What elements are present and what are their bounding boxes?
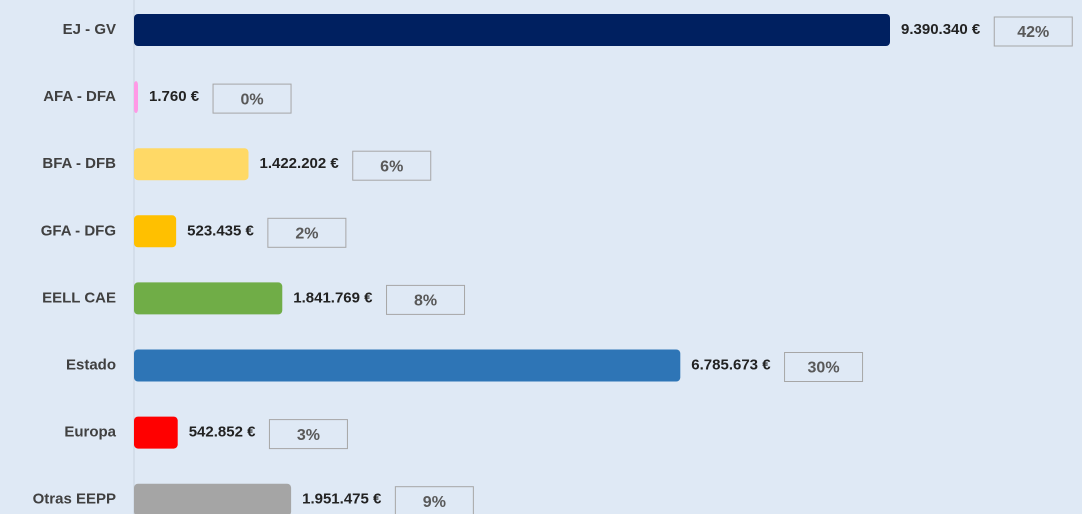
category-label: EJ - GV bbox=[63, 21, 116, 38]
share-label: 30% bbox=[808, 360, 840, 377]
bar bbox=[134, 148, 249, 181]
bar bbox=[134, 215, 177, 248]
category-label: EELL CAE bbox=[42, 289, 116, 306]
share-box bbox=[212, 83, 292, 114]
share-label: 6% bbox=[380, 158, 403, 175]
value-label: 523.435 € bbox=[187, 222, 254, 239]
share-label: 8% bbox=[414, 293, 437, 310]
bar bbox=[134, 483, 292, 514]
value-label: 1.760 € bbox=[149, 88, 200, 105]
value-label: 9.390.340 € bbox=[901, 21, 981, 38]
share-box bbox=[784, 352, 864, 382]
category-label: BFA - DFB bbox=[42, 155, 116, 172]
share-box bbox=[267, 217, 347, 248]
value-label: 6.785.673 € bbox=[691, 356, 771, 373]
value-label: 542.852 € bbox=[189, 424, 256, 441]
category-label: Europa bbox=[64, 424, 116, 441]
share-box bbox=[394, 486, 474, 514]
value-label: 1.951.475 € bbox=[302, 491, 382, 508]
share-box bbox=[352, 150, 432, 181]
category-label: Otras EEPP bbox=[33, 491, 116, 508]
share-label: 9% bbox=[423, 494, 446, 511]
share-box bbox=[993, 16, 1073, 47]
bar bbox=[134, 349, 681, 382]
category-label: Estado bbox=[66, 356, 116, 373]
bar bbox=[134, 14, 890, 46]
share-box bbox=[268, 419, 348, 450]
bar bbox=[134, 81, 138, 114]
value-label: 1.841.769 € bbox=[293, 289, 373, 306]
bar bbox=[134, 282, 283, 315]
share-label: 0% bbox=[240, 91, 263, 108]
share-label: 2% bbox=[295, 226, 318, 243]
share-box bbox=[386, 284, 466, 315]
share-label: 3% bbox=[297, 427, 320, 444]
category-label: AFA - DFA bbox=[43, 88, 116, 105]
share-label: 42% bbox=[1017, 24, 1049, 41]
bar bbox=[134, 416, 178, 449]
category-label: GFA - DFG bbox=[41, 222, 116, 239]
value-label: 1.422.202 € bbox=[259, 155, 339, 172]
